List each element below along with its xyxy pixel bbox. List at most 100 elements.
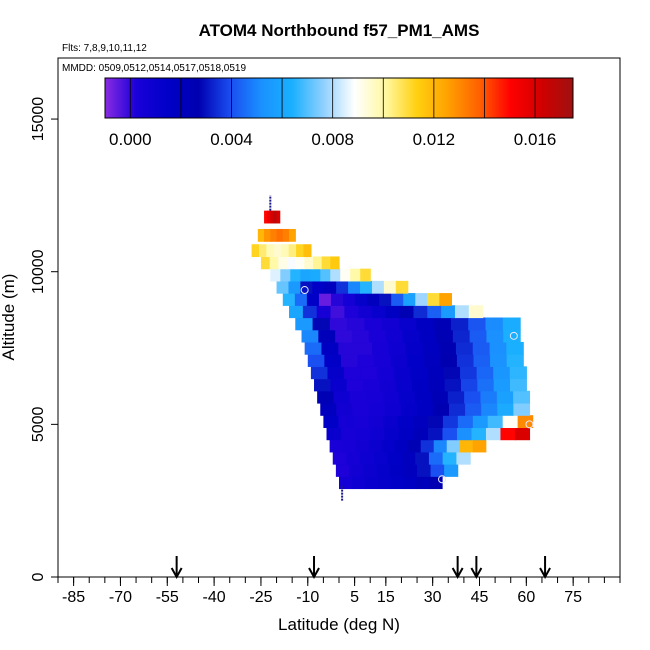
heatmap-cell xyxy=(269,256,279,270)
heatmap-cell xyxy=(485,427,502,441)
heatmap-cell xyxy=(382,390,400,404)
heatmap-cell xyxy=(295,256,305,270)
colorbar-tick-label: 0.016 xyxy=(514,130,557,149)
heatmap-cell xyxy=(346,451,361,465)
heatmap-cell xyxy=(455,341,474,355)
heatmap-cell xyxy=(427,305,442,319)
heatmap-cell xyxy=(457,415,474,429)
heatmap-cell xyxy=(452,329,471,343)
heatmap-cell xyxy=(419,329,437,343)
heatmap-cell xyxy=(276,210,281,224)
heatmap-cell xyxy=(320,402,337,416)
x-tick-label: -10 xyxy=(296,589,319,606)
heatmap-cell xyxy=(447,390,465,404)
colorbar-tick-label: 0.000 xyxy=(109,130,152,149)
heatmap-cell xyxy=(303,244,312,258)
heatmap-cell xyxy=(317,390,335,404)
flight-arrows xyxy=(170,556,551,580)
heatmap-cell xyxy=(374,354,392,367)
heatmap-cell xyxy=(444,378,462,392)
heatmap-cell xyxy=(502,317,521,331)
x-tick-label: 5 xyxy=(350,589,359,606)
heatmap-cell xyxy=(329,439,344,453)
heatmap-cell xyxy=(391,293,404,306)
heatmap-cell xyxy=(388,341,407,355)
heatmap-cell xyxy=(384,427,400,441)
heatmap-cell xyxy=(450,317,469,331)
heatmap-cell xyxy=(443,366,461,380)
heatmap-cell xyxy=(416,402,434,416)
heatmap-cell xyxy=(304,256,314,270)
arrow-head xyxy=(539,567,551,580)
heatmap-cell xyxy=(312,317,331,331)
heatmap-cell xyxy=(456,427,473,441)
heatmap-cell xyxy=(362,464,378,477)
heatmap-cell xyxy=(371,280,385,294)
heatmap-cell xyxy=(390,354,408,367)
heatmap-cell xyxy=(267,210,271,224)
heatmap-cell xyxy=(371,341,390,355)
heatmap-cell xyxy=(410,366,428,380)
colorbar-tick-label: 0.012 xyxy=(413,130,456,149)
heatmap-cell xyxy=(329,317,348,331)
heatmap-cell xyxy=(338,415,354,429)
heatmap-cell xyxy=(469,329,488,343)
sample-circle xyxy=(300,286,309,295)
y-tick-label: 5000 xyxy=(30,406,47,442)
heatmap-cell xyxy=(351,476,366,490)
heatmap-cell xyxy=(385,329,404,343)
heatmap-cell xyxy=(385,305,401,319)
heatmap-cell xyxy=(416,476,430,490)
heatmap-cell xyxy=(289,305,304,319)
heatmap-cell xyxy=(340,268,351,282)
heatmap-cell xyxy=(398,427,415,441)
heatmap-cell xyxy=(310,268,321,282)
heatmap-cell xyxy=(403,476,417,490)
y-axis-label: Altitude (m) xyxy=(0,274,18,361)
heatmap-cell xyxy=(393,366,411,380)
heatmap-cells xyxy=(251,210,534,490)
heatmap-cell xyxy=(401,451,416,465)
heatmap-cell xyxy=(448,402,466,416)
heatmap-cell xyxy=(318,293,332,306)
sample-circle xyxy=(438,475,447,484)
x-tick-label: 30 xyxy=(424,589,442,606)
heatmap-cell xyxy=(336,280,349,294)
heatmap-cell xyxy=(480,390,498,404)
arrow-head xyxy=(170,567,183,580)
heatmap-cell xyxy=(360,451,375,465)
heatmap-cell xyxy=(487,415,504,429)
heatmap-cell xyxy=(441,305,456,319)
heatmap-cell xyxy=(509,366,527,380)
heatmap-cell xyxy=(481,402,498,416)
heatmap-cell xyxy=(399,317,417,331)
heatmap-cell xyxy=(503,329,521,343)
heatmap-cell xyxy=(330,305,345,319)
heatmap-cell xyxy=(366,390,384,404)
heatmap-cell xyxy=(377,476,392,490)
heatmap-cell xyxy=(350,268,361,282)
heatmap-cell xyxy=(363,378,380,392)
heatmap-cell xyxy=(364,476,379,490)
down-arrow-icon xyxy=(170,556,183,580)
heatmap-cell xyxy=(257,228,265,242)
heatmap-cell xyxy=(413,427,429,441)
heatmap-cell xyxy=(510,378,527,392)
heatmap-cell xyxy=(472,415,489,429)
heatmap-cell xyxy=(486,329,504,343)
heatmap-cell xyxy=(403,293,416,306)
heatmap-cell xyxy=(377,366,395,380)
heatmap-cell xyxy=(324,280,337,294)
heatmap-cell xyxy=(398,415,414,429)
heatmap-cell xyxy=(306,293,320,306)
heatmap-cell xyxy=(258,244,268,258)
heatmap-cell xyxy=(383,280,397,294)
heatmap-cell xyxy=(335,464,351,477)
heatmap-cell xyxy=(422,341,440,355)
heatmap-cell xyxy=(476,366,494,380)
heatmap-cell xyxy=(270,210,275,224)
heatmap-cell xyxy=(352,402,370,416)
y-tick-label: 10000 xyxy=(30,249,47,294)
heatmap-cell xyxy=(288,244,297,258)
heatmap-cell xyxy=(355,341,373,355)
